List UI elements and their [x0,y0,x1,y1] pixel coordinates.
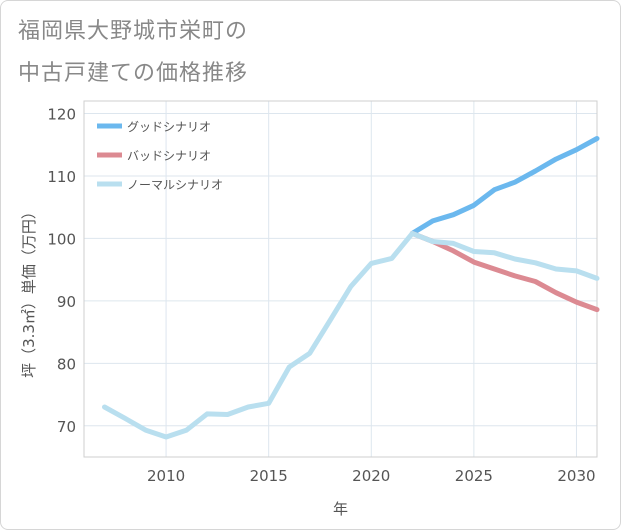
x-tick-label: 2030 [557,467,595,485]
legend-label-good: グッドシナリオ [127,120,211,134]
y-tick-label: 70 [57,418,76,436]
y-tick-label: 90 [57,293,76,311]
x-tick-label: 2020 [352,467,390,485]
series-lines [102,136,600,440]
legend-label-normal: ノーマルシナリオ [127,178,223,192]
series-line-good [409,136,600,236]
y-tick-label: 110 [47,168,76,186]
series-line-normal [102,230,600,440]
chart-title-line-1: 福岡県大野城市栄町の [18,19,249,44]
y-tick-label: 100 [47,230,76,248]
chart-title-line-2: 中古戸建ての価格推移 [18,61,249,86]
series-line-bad [409,230,600,313]
y-axis-title: 坪（3.3㎡）単価（万円） [20,204,38,378]
x-axis-title: 年 [333,500,348,518]
x-tick-label: 2010 [147,467,185,485]
y-tick-label: 120 [47,105,76,123]
y-tick-label: 80 [57,355,76,373]
x-tick-label: 2015 [250,467,288,485]
x-tick-label: 2025 [455,467,493,485]
axis-ticks: 70 80 90 100 110 120 2010 2015 2020 2025 2030 [47,105,595,485]
legend-label-bad: バッドシナリオ [127,149,211,163]
